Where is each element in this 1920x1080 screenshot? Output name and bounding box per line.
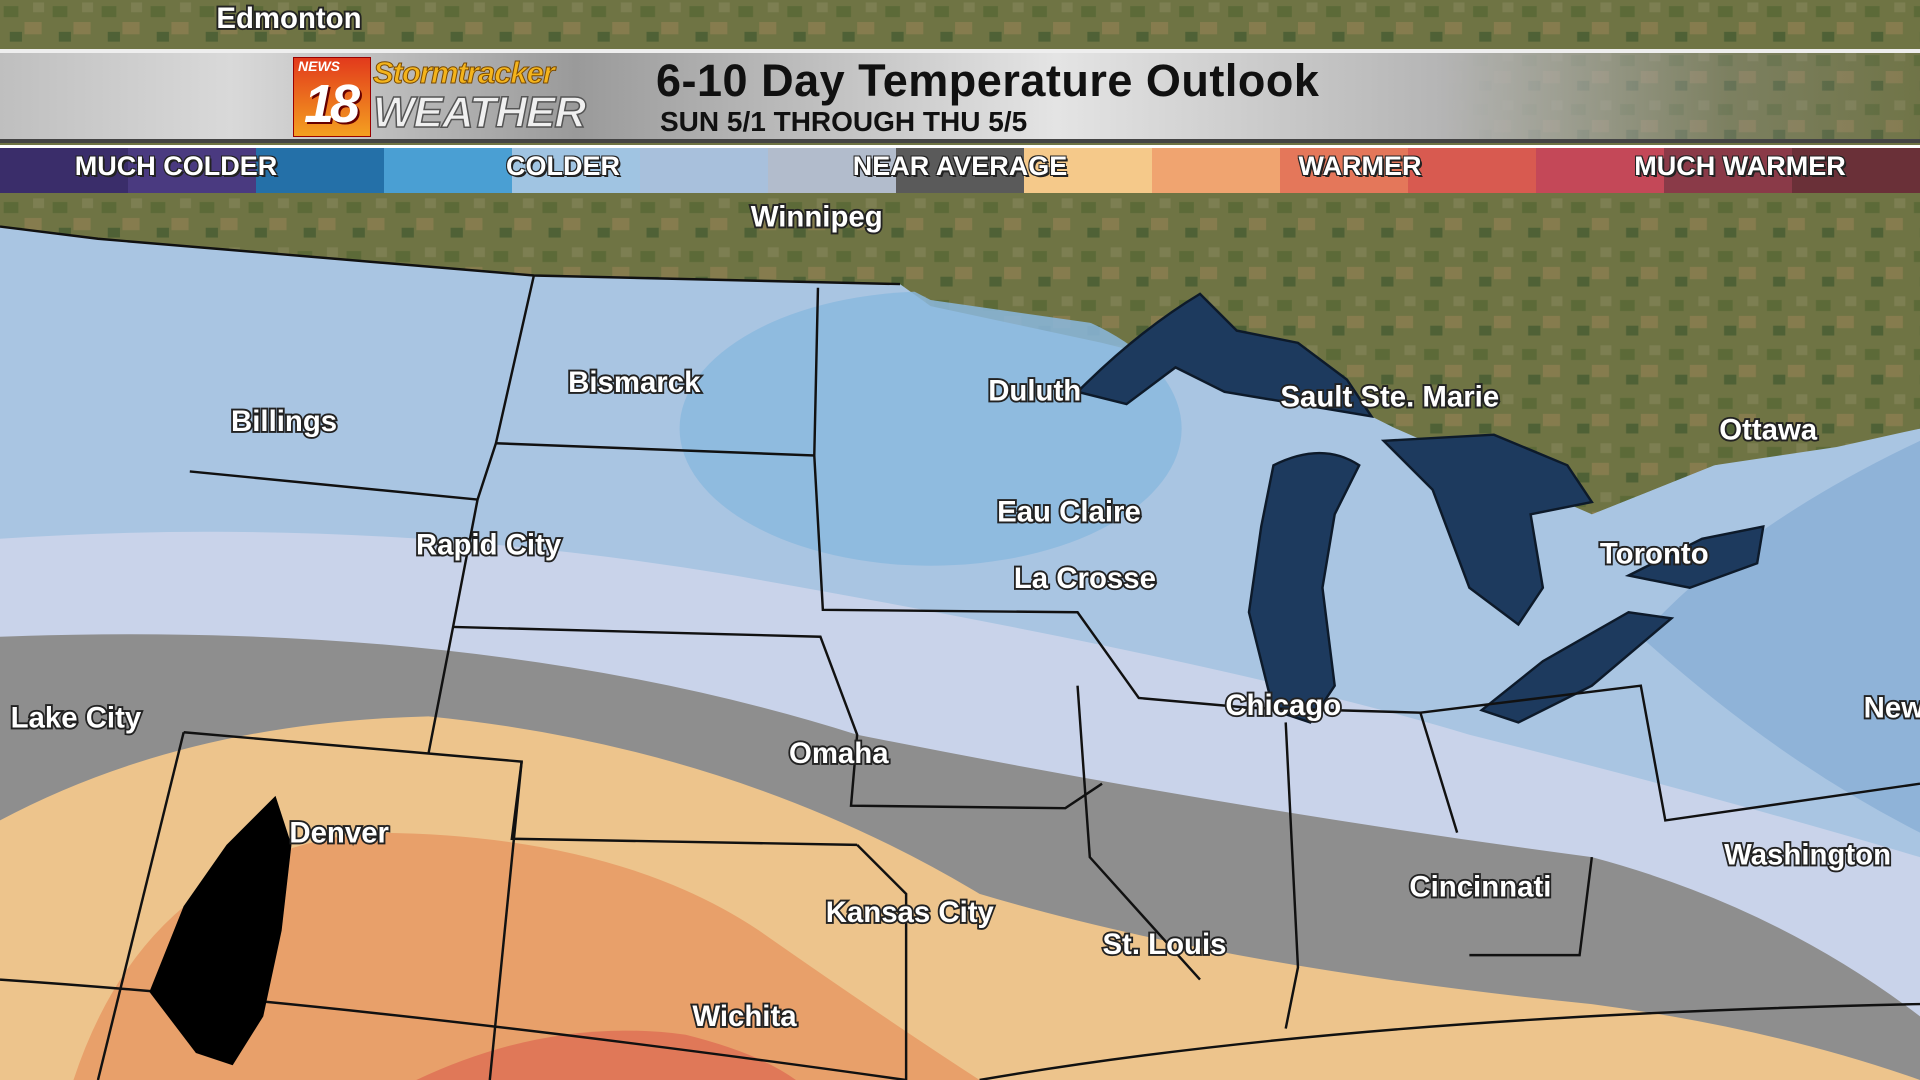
lake-michigan bbox=[1247, 451, 1361, 724]
city-label-wichita: Wichita bbox=[692, 1000, 797, 1033]
city-label-edmonton: Edmonton bbox=[216, 2, 361, 35]
logo-badge: NEWS 18 bbox=[293, 57, 371, 137]
logo-number: 18 bbox=[304, 74, 360, 134]
temperature-legend bbox=[0, 145, 1920, 193]
legend-swatch bbox=[0, 148, 128, 193]
city-label-la-crosse: La Crosse bbox=[1014, 562, 1156, 595]
legend-swatch bbox=[256, 148, 384, 193]
logo-stormtracker: Stormtracker bbox=[373, 55, 556, 90]
city-label-duluth: Duluth bbox=[988, 374, 1081, 407]
city-label-omaha: Omaha bbox=[789, 737, 889, 770]
legend-swatch bbox=[1792, 148, 1920, 193]
region-colder bbox=[679, 291, 1182, 566]
title-banner: NEWS 18 Stormtracker WEATHER 6-10 Day Te… bbox=[0, 49, 1920, 143]
city-labels: Edmonton Winnipeg Billings Bismarck Dulu… bbox=[9, 0, 1920, 1035]
legend-swatch bbox=[640, 148, 768, 193]
region-much-warmer bbox=[416, 1030, 796, 1080]
city-label-washington: Washington bbox=[1724, 838, 1891, 871]
city-label-eau-claire: Eau Claire bbox=[997, 496, 1141, 529]
legend-label-much-warmer: MUCH WARMER bbox=[1634, 151, 1846, 181]
city-label-billings: Billings bbox=[231, 405, 337, 438]
city-label-cincinnati: Cincinnati bbox=[1409, 870, 1551, 903]
city-label-toronto: Toronto bbox=[1600, 537, 1709, 570]
legend-swatch bbox=[1664, 148, 1792, 193]
region-warmer bbox=[73, 832, 980, 1080]
logo-weather: WEATHER bbox=[372, 88, 587, 137]
city-label-denver: Denver bbox=[289, 816, 389, 849]
legend-label-near-average: NEAR AVERAGE bbox=[852, 151, 1068, 181]
great-lakes bbox=[1075, 292, 1765, 724]
legend-swatch bbox=[1408, 148, 1536, 193]
state-boundaries bbox=[0, 225, 1920, 1080]
date-range: SUN 5/1 THROUGH THU 5/5 bbox=[660, 106, 1028, 137]
city-label-chicago: Chicago bbox=[1225, 689, 1341, 722]
legend-label-much-colder: MUCH COLDER bbox=[74, 151, 278, 181]
legend-label-warmer: WARMER bbox=[1298, 151, 1422, 181]
city-label-rapid-city: Rapid City bbox=[416, 529, 562, 562]
page-title: 6-10 Day Temperature Outlook bbox=[656, 55, 1320, 106]
legend-swatch bbox=[768, 148, 896, 193]
station-logo: NEWS 18 Stormtracker WEATHER bbox=[293, 57, 638, 137]
region-colder-east bbox=[1640, 440, 1920, 833]
legend-label-colder: COLDER bbox=[506, 151, 620, 181]
lake-erie bbox=[1479, 610, 1675, 724]
lake-ontario bbox=[1624, 524, 1765, 590]
logo-news: NEWS bbox=[298, 58, 340, 74]
city-label-ottawa: Ottawa bbox=[1719, 414, 1818, 447]
city-label-bismarck: Bismarck bbox=[568, 366, 701, 399]
city-label-kansas-city: Kansas City bbox=[826, 896, 995, 929]
city-label-winnipeg: Winnipeg bbox=[751, 201, 883, 234]
legend-swatch bbox=[1024, 148, 1152, 193]
legend-swatch bbox=[1280, 148, 1408, 193]
legend-swatch bbox=[1536, 148, 1664, 193]
city-label-lake-city: Lake City bbox=[11, 701, 142, 734]
legend-swatch bbox=[512, 148, 640, 193]
legend-swatch bbox=[384, 148, 512, 193]
lake-superior bbox=[1075, 292, 1375, 418]
legend-swatch bbox=[128, 148, 256, 193]
lake-huron bbox=[1380, 433, 1594, 627]
legend-swatch bbox=[896, 148, 1024, 193]
city-label-sault-ste-marie: Sault Ste. Marie bbox=[1280, 381, 1499, 414]
black-blob bbox=[149, 795, 292, 1066]
city-label-new-york: New bbox=[1864, 692, 1920, 725]
city-label-st-louis: St. Louis bbox=[1102, 928, 1226, 961]
legend-swatch bbox=[1152, 148, 1280, 193]
